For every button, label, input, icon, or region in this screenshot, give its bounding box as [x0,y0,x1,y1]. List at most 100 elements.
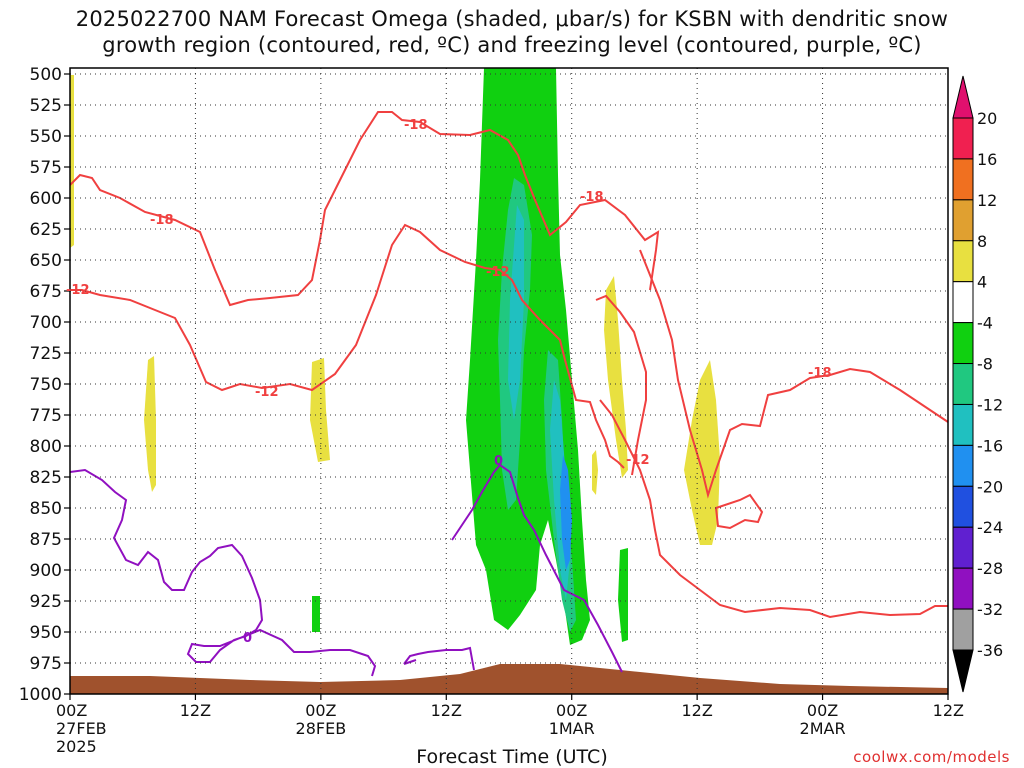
x-tick-label: 00Z [556,701,587,720]
x-tick-label: 12Z [180,701,211,720]
omega-yellow-1 [144,356,156,492]
contour-label: -18 [404,118,428,133]
x-tick-date-label: 28FEB [296,719,347,738]
colorbar-segment [952,608,974,651]
colorbar-segment [952,322,974,365]
contour-label: -18 [808,366,832,381]
y-axis: 500 525 550 575 600 625 650 675 700 725 750 775 800 8… [19,65,70,705]
y-tick-label: 550 [30,127,62,147]
x-tick-year-label: 2025 [56,737,97,756]
contour-labels: -18 -12 -18 -12 -18 -12 -12 -18 0 0 [66,118,832,646]
omega-green-small-2 [618,548,628,642]
y-tick-label: 825 [30,468,62,488]
credit-text: coolwx.com/models [853,748,1010,766]
colorbar-label: 16 [977,150,997,169]
y-tick-label: 650 [30,251,62,271]
chart-title: 2025022700 NAM Forecast Omega (shaded, μ… [0,6,1024,58]
y-tick-label: 975 [30,654,62,674]
colorbar-label: 20 [977,109,997,128]
colorbar-label: -32 [977,600,1003,619]
colorbar-segment [952,403,974,446]
x-tick-label: 12Z [933,701,964,720]
y-tick-label: 850 [30,499,62,519]
x-tick-label: 12Z [681,701,712,720]
colorbar-label: -4 [977,314,993,333]
contour-label: -12 [626,453,650,468]
y-tick-label: 800 [30,437,62,457]
contour-label: -18 [150,213,174,228]
colorbar-bottom-arrow [952,649,974,693]
dgz-contours [70,111,948,619]
x-tick-label: 00Z [305,701,336,720]
colorbar-segment [952,444,974,487]
y-tick-label: 700 [30,313,62,333]
colorbar-label: -16 [977,436,1003,455]
omega-blue-1 [560,455,572,570]
colorbar-segment [952,363,974,405]
colorbar: 20 16 12 8 4 -4 -8 -12 -16 -20 -24 -28 -32 -36 [952,75,1003,693]
x-tick-date-label: 2MAR [800,719,846,738]
colorbar-label: 12 [977,191,997,210]
y-tick-label: 600 [30,189,62,209]
colorbar-segment [952,567,974,610]
colorbar-segment [952,485,974,528]
colorbar-label: -24 [977,518,1003,537]
x-tick-date-label: 1MAR [549,719,595,738]
omega-yellow-5 [684,360,720,545]
omega-green-small-1 [312,596,320,632]
dgz-minus12-mid [70,223,625,469]
dgz-minus12-bottom [599,399,948,619]
contour-label: -12 [255,385,279,400]
y-tick-label: 950 [30,623,62,643]
title-line-1: 2025022700 NAM Forecast Omega (shaded, μ… [75,7,949,31]
colorbar-label: 4 [977,273,987,292]
colorbar-label: -8 [977,355,993,374]
y-tick-label: 525 [30,96,62,116]
plot-frame [69,67,949,695]
colorbar-label: 8 [977,232,987,251]
y-tick-label: 625 [30,220,62,240]
y-tick-label: 775 [30,406,62,426]
dgz-minus18-upper [70,111,660,307]
y-tick-label: 900 [30,561,62,581]
omega-yellow-6 [592,450,598,495]
dgz-minus18-right [639,249,948,499]
contour-label: -12 [486,265,510,280]
omega-cyan-1 [508,205,524,420]
y-tick-label: 925 [30,592,62,612]
contour-label: -18 [580,190,604,205]
omega-yellow-3 [70,75,74,248]
colorbar-segment [952,281,974,324]
x-tick-label: 00Z [807,701,838,720]
y-tick-label: 675 [30,282,62,302]
x-tick-label: 00Z [56,701,87,720]
x-tick-label: 12Z [431,701,462,720]
dgz-minus12-lower [595,294,647,476]
dgz-loop-right [714,493,764,530]
colorbar-segment [952,526,974,569]
colorbar-top-arrow [952,75,974,119]
colorbar-segment [952,117,974,160]
omega-shading [70,68,720,645]
colorbar-label: -20 [977,477,1003,496]
y-tick-label: 875 [30,530,62,550]
y-tick-label: 575 [30,158,62,178]
contour-label: 0 [243,631,252,646]
x-axis-title: Forecast Time (UTC) [416,746,608,768]
contour-label: 0 [494,454,503,469]
y-tick-label: 725 [30,344,62,364]
omega-yellow-4 [604,276,628,478]
colorbar-segment [952,199,974,242]
colorbar-segment [952,158,974,201]
colorbar-segment [952,240,974,283]
terrain-surface [70,664,948,694]
y-tick-label: 500 [30,65,62,85]
plot-area [70,68,948,694]
title-line-2: growth region (contoured, red, ºC) and f… [102,33,922,57]
x-tick-date-label: 27FEB [56,719,107,738]
colorbar-label: -12 [977,395,1003,414]
y-tick-label: 1000 [19,685,62,705]
freezing-left [70,468,377,677]
